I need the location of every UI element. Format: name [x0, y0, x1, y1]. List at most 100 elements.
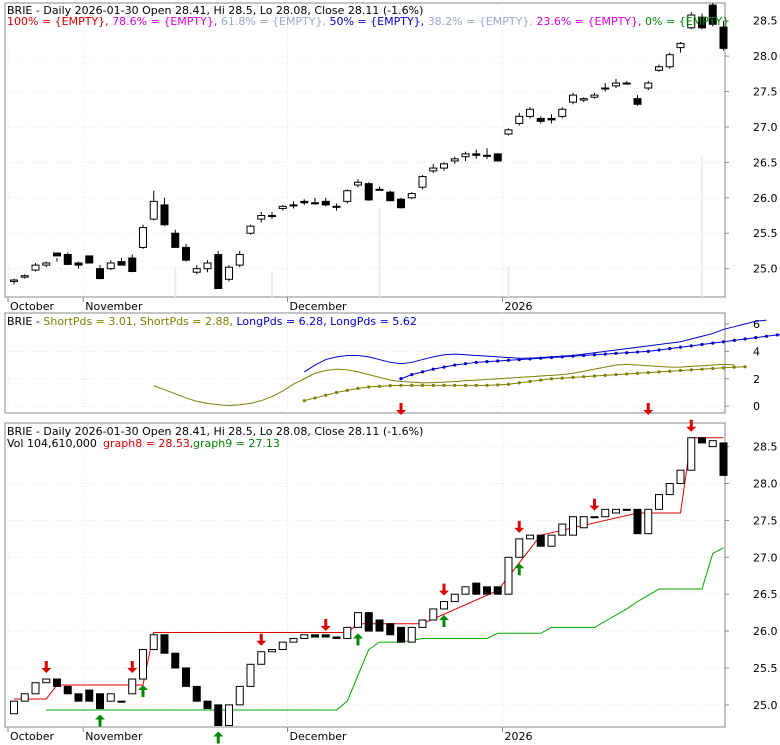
sell-arrow — [256, 633, 267, 646]
price-candle — [321, 200, 330, 206]
price-candle — [268, 215, 276, 218]
price-candle — [214, 253, 223, 289]
price-candle — [386, 191, 395, 202]
indicator-series-marker — [485, 360, 489, 364]
chart_data.0-y-tick-label: 27.5 — [753, 86, 778, 99]
lower-candle — [579, 516, 588, 529]
indicator-series-marker — [496, 359, 500, 363]
lower-candle — [418, 619, 427, 628]
lower-candle — [719, 442, 728, 476]
price-candle — [96, 268, 104, 280]
lower-candle — [257, 651, 266, 665]
lower-panel: 25.0 25.5 26.0 26.5 27.0 27.5 28.0 28.5 October N… — [4, 419, 778, 744]
lower-candle — [246, 663, 255, 687]
lower-candle — [536, 534, 545, 547]
price-candle — [20, 275, 29, 278]
price-candle — [117, 261, 126, 266]
indicator-series-marker — [431, 367, 435, 371]
indicator-series-marker — [625, 372, 629, 376]
price-candle — [558, 108, 567, 117]
chart_data.1-y-tick-label: 4 — [753, 345, 760, 358]
lower-candle — [31, 682, 40, 695]
sell-arrow — [514, 520, 525, 533]
lower-candle — [117, 700, 126, 703]
lower-candle — [483, 586, 491, 595]
lower-candle — [128, 678, 137, 695]
graph9-line — [46, 547, 724, 711]
price-candle — [289, 204, 298, 207]
fib-label: 50% = {EMPTY}, — [330, 15, 428, 28]
sell-arrow — [439, 583, 449, 596]
indicator-series-marker — [571, 375, 575, 379]
x-tick-label: December — [290, 300, 348, 313]
indicator-series-marker — [485, 383, 489, 387]
price-candle — [515, 115, 524, 124]
price-candle — [612, 82, 620, 87]
indicator-series-marker — [592, 353, 597, 357]
indicator-series-marker — [657, 370, 661, 374]
indicator-series-marker — [420, 370, 425, 374]
indicator-series-marker — [668, 347, 672, 351]
price-candle — [225, 266, 233, 280]
sell-arrow — [589, 498, 600, 511]
lower-candle — [547, 534, 556, 547]
buy-arrow — [95, 714, 105, 727]
chart_data.0-y-tick-label: 27.0 — [753, 121, 778, 134]
price-candle — [42, 262, 51, 266]
fib-label: 38.2% = {EMPTY}, — [428, 15, 537, 28]
price-candle — [526, 108, 534, 117]
price-candle — [53, 252, 61, 257]
lower-candle — [139, 649, 147, 680]
indicator-series-marker — [775, 333, 779, 337]
indicator-panel-frame — [4, 312, 726, 414]
lower-candle — [472, 582, 481, 595]
buy-arrow — [439, 614, 449, 627]
lower-candle — [10, 700, 18, 715]
indicator-legend: BRIE - ShortPds = 3.01, ShortPds = 2.88,… — [7, 315, 417, 328]
indicator-series-marker — [603, 352, 607, 356]
indicator-series-marker — [474, 360, 478, 364]
indicator-series-marker — [345, 388, 349, 392]
indicator-series-marker — [410, 383, 414, 387]
price-candle — [687, 14, 696, 29]
lower-panel-frame — [4, 422, 726, 728]
chart_data.2-y-tick-label: 28.0 — [753, 478, 778, 491]
indicator-series-marker — [324, 393, 328, 397]
lower-candle — [644, 508, 653, 535]
lower-candle — [676, 469, 685, 485]
price-candle — [536, 117, 545, 122]
chart_data.1-y-tick-label: 2 — [753, 373, 760, 386]
indicator-legend-item: LongPds = 5.62 — [330, 315, 417, 328]
lower-candle — [42, 678, 51, 684]
indicator-series-marker — [560, 376, 564, 380]
price-candle — [332, 205, 341, 208]
indicator-series-marker — [721, 340, 726, 344]
chart_data.0-y-tick-label: 28.5 — [753, 15, 778, 28]
indicator-series-line — [153, 363, 735, 406]
indicator-series-marker — [732, 365, 736, 369]
price-candle — [450, 158, 459, 162]
indicator-series-marker — [517, 381, 521, 385]
chart_data.2-y-tick-label: 27.0 — [753, 551, 778, 564]
fib-label: 61.8% = {EMPTY}, — [221, 15, 330, 28]
lower-candle — [655, 494, 663, 510]
lower-candle — [203, 700, 212, 710]
price-candle — [547, 117, 556, 121]
lower-candle — [182, 667, 190, 687]
price-candle — [278, 205, 287, 209]
indicator-series-marker — [549, 377, 554, 381]
price-candle — [192, 268, 201, 273]
indicator-series-marker — [313, 396, 317, 400]
sell-arrow — [320, 618, 331, 631]
lower-candle — [214, 704, 223, 727]
indicator-series-line — [400, 334, 780, 380]
lower-candle — [225, 704, 233, 727]
indicator-series-marker — [614, 373, 618, 377]
price-candle — [698, 16, 706, 29]
indicator-legend-item: BRIE - — [7, 315, 43, 328]
indicator-series-marker — [463, 362, 468, 366]
price-candle — [493, 153, 502, 162]
chart_data.2-y-tick-label: 26.0 — [753, 625, 778, 638]
indicator-series-marker — [689, 344, 693, 348]
indicator-series-marker — [764, 334, 769, 338]
